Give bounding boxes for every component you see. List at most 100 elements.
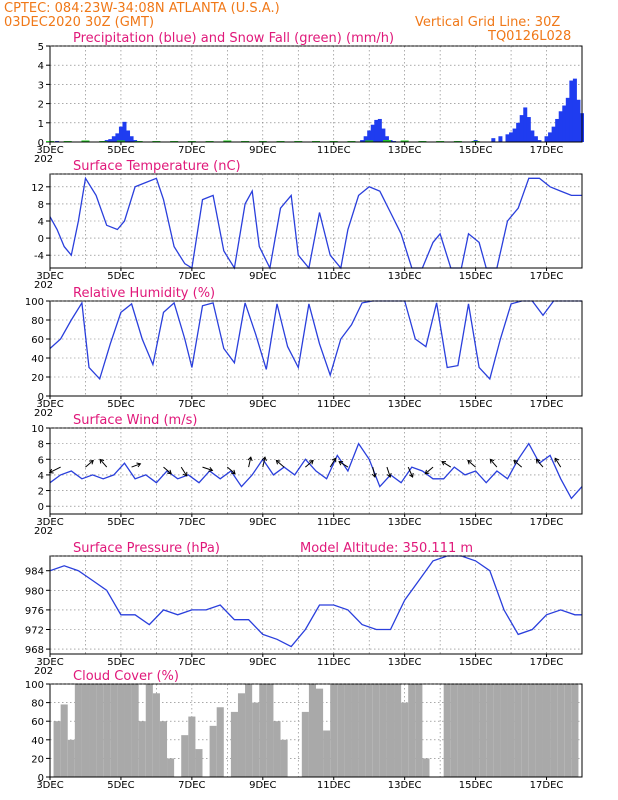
y-tick-label: 1 <box>38 119 44 130</box>
x-tick-label: 7DEC <box>178 780 205 791</box>
series-line <box>49 300 582 381</box>
y-tick-label: 5 <box>38 42 44 53</box>
x-tick-label: 15DEC <box>459 399 493 410</box>
x-tick-label: 9DEC <box>249 271 276 282</box>
cloud-bar <box>259 684 267 777</box>
precip-bar <box>548 132 553 142</box>
precip-bar <box>558 111 563 142</box>
panel-subtitle: Model Altitude: 350.111 m <box>300 541 473 556</box>
precip-bar <box>530 130 535 142</box>
wind-vector <box>489 459 498 468</box>
x-tick-label: 17DEC <box>530 399 564 410</box>
panel-title: Precipitation (blue) and Snow Fall (gree… <box>73 31 394 46</box>
cloud-bar <box>81 684 90 777</box>
y-tick-label: 0 <box>38 773 44 784</box>
panel-frame <box>49 555 583 655</box>
series-line <box>49 555 582 648</box>
cloud-bar <box>209 725 217 777</box>
precip-bar <box>363 136 368 142</box>
wind-arrowhead <box>136 462 142 468</box>
wind-vector <box>407 466 414 478</box>
cloud-bar <box>337 684 345 777</box>
cloud-bar <box>195 749 203 777</box>
x-tick-label: 5DEC <box>107 657 134 668</box>
cloud-bar <box>386 684 395 777</box>
precip-bar <box>505 134 510 142</box>
x-tick-label: 5DEC <box>107 399 134 410</box>
header-grid-note: Vertical Grid Line: 30Z <box>415 15 560 30</box>
x-tick-label: 3DEC <box>36 517 63 528</box>
wind-vector <box>180 466 188 477</box>
y-tick-label: 20 <box>31 373 44 384</box>
panel-title: Cloud Cover (%) <box>73 669 179 684</box>
x-tick-label: 9DEC <box>249 657 276 668</box>
x-tick-label: 17DEC <box>530 517 564 528</box>
x-tick-label: 7DEC <box>178 517 205 528</box>
wind-vector <box>441 461 452 468</box>
precip-bar <box>523 107 528 142</box>
wind-arrowhead <box>247 456 253 462</box>
panel-frame <box>49 427 583 515</box>
wind-vector <box>276 460 285 468</box>
cloud-bar <box>316 688 324 777</box>
cloud-bar <box>159 721 168 777</box>
wind-arrowhead <box>208 466 214 472</box>
precip-bar <box>509 132 514 142</box>
cloud-bar <box>167 758 175 777</box>
y-tick-label: 80 <box>31 699 44 710</box>
cloud-bar <box>358 684 366 777</box>
wind-vector <box>386 466 391 478</box>
y-tick-label: 972 <box>25 626 44 637</box>
x-tick-label: 5DEC <box>107 517 134 528</box>
series-line <box>49 442 583 500</box>
chart-panel-3 <box>46 300 583 399</box>
cloud-bar <box>230 711 238 777</box>
y-tick-label: 0 <box>38 138 44 149</box>
precip-bar <box>367 130 372 142</box>
y-tick-label: 100 <box>25 297 44 308</box>
snow-bar <box>365 140 374 142</box>
chart-panel-2 <box>46 173 583 271</box>
x-tick-label: 11DEC <box>317 780 351 791</box>
x-tick-label: 3DEC <box>36 657 63 668</box>
precip-bar <box>544 136 549 142</box>
chart-panel-1 <box>46 45 584 145</box>
precip-bar <box>381 128 386 142</box>
precip-bar <box>377 118 382 142</box>
series-line <box>49 176 582 271</box>
y-tick-label: 20 <box>31 754 44 765</box>
x-tick-label: 11DEC <box>317 399 351 410</box>
wind-arrowhead <box>89 459 94 465</box>
cloud-bar <box>472 684 480 777</box>
wind-vector <box>338 461 349 468</box>
y-tick-label: 60 <box>31 717 44 728</box>
precip-bar <box>555 118 560 142</box>
cloud-bar <box>408 684 416 777</box>
y-tick-label: 100 <box>25 680 44 691</box>
cloud-bar <box>550 684 558 777</box>
cloud-bar <box>450 684 458 777</box>
y-tick-label: 976 <box>25 606 44 617</box>
snow-bar <box>382 140 391 142</box>
x-tick-label: 9DEC <box>249 145 276 156</box>
y-tick-label: 8 <box>38 200 44 211</box>
precip-bar <box>129 136 134 142</box>
cloud-bar <box>96 684 104 777</box>
snow-bar <box>81 140 90 142</box>
cloud-bar <box>514 684 522 777</box>
cloud-bar <box>351 684 359 777</box>
wind-arrowhead <box>513 459 519 465</box>
x-tick-label: 17DEC <box>530 657 564 668</box>
wind-vector <box>513 460 523 468</box>
wind-arrowhead <box>535 458 541 464</box>
cloud-bar <box>521 684 529 777</box>
cloud-bar <box>542 684 551 777</box>
y-tick-label: 6 <box>38 455 44 466</box>
wind-arrowhead <box>167 469 172 475</box>
x-tick-label: 5DEC <box>107 145 134 156</box>
cloud-bar <box>323 730 331 777</box>
x-tick-label: 15DEC <box>459 145 493 156</box>
cloud-bar <box>443 684 451 777</box>
x-tick-label: 9DEC <box>249 399 276 410</box>
wind-arrowhead <box>99 458 105 464</box>
